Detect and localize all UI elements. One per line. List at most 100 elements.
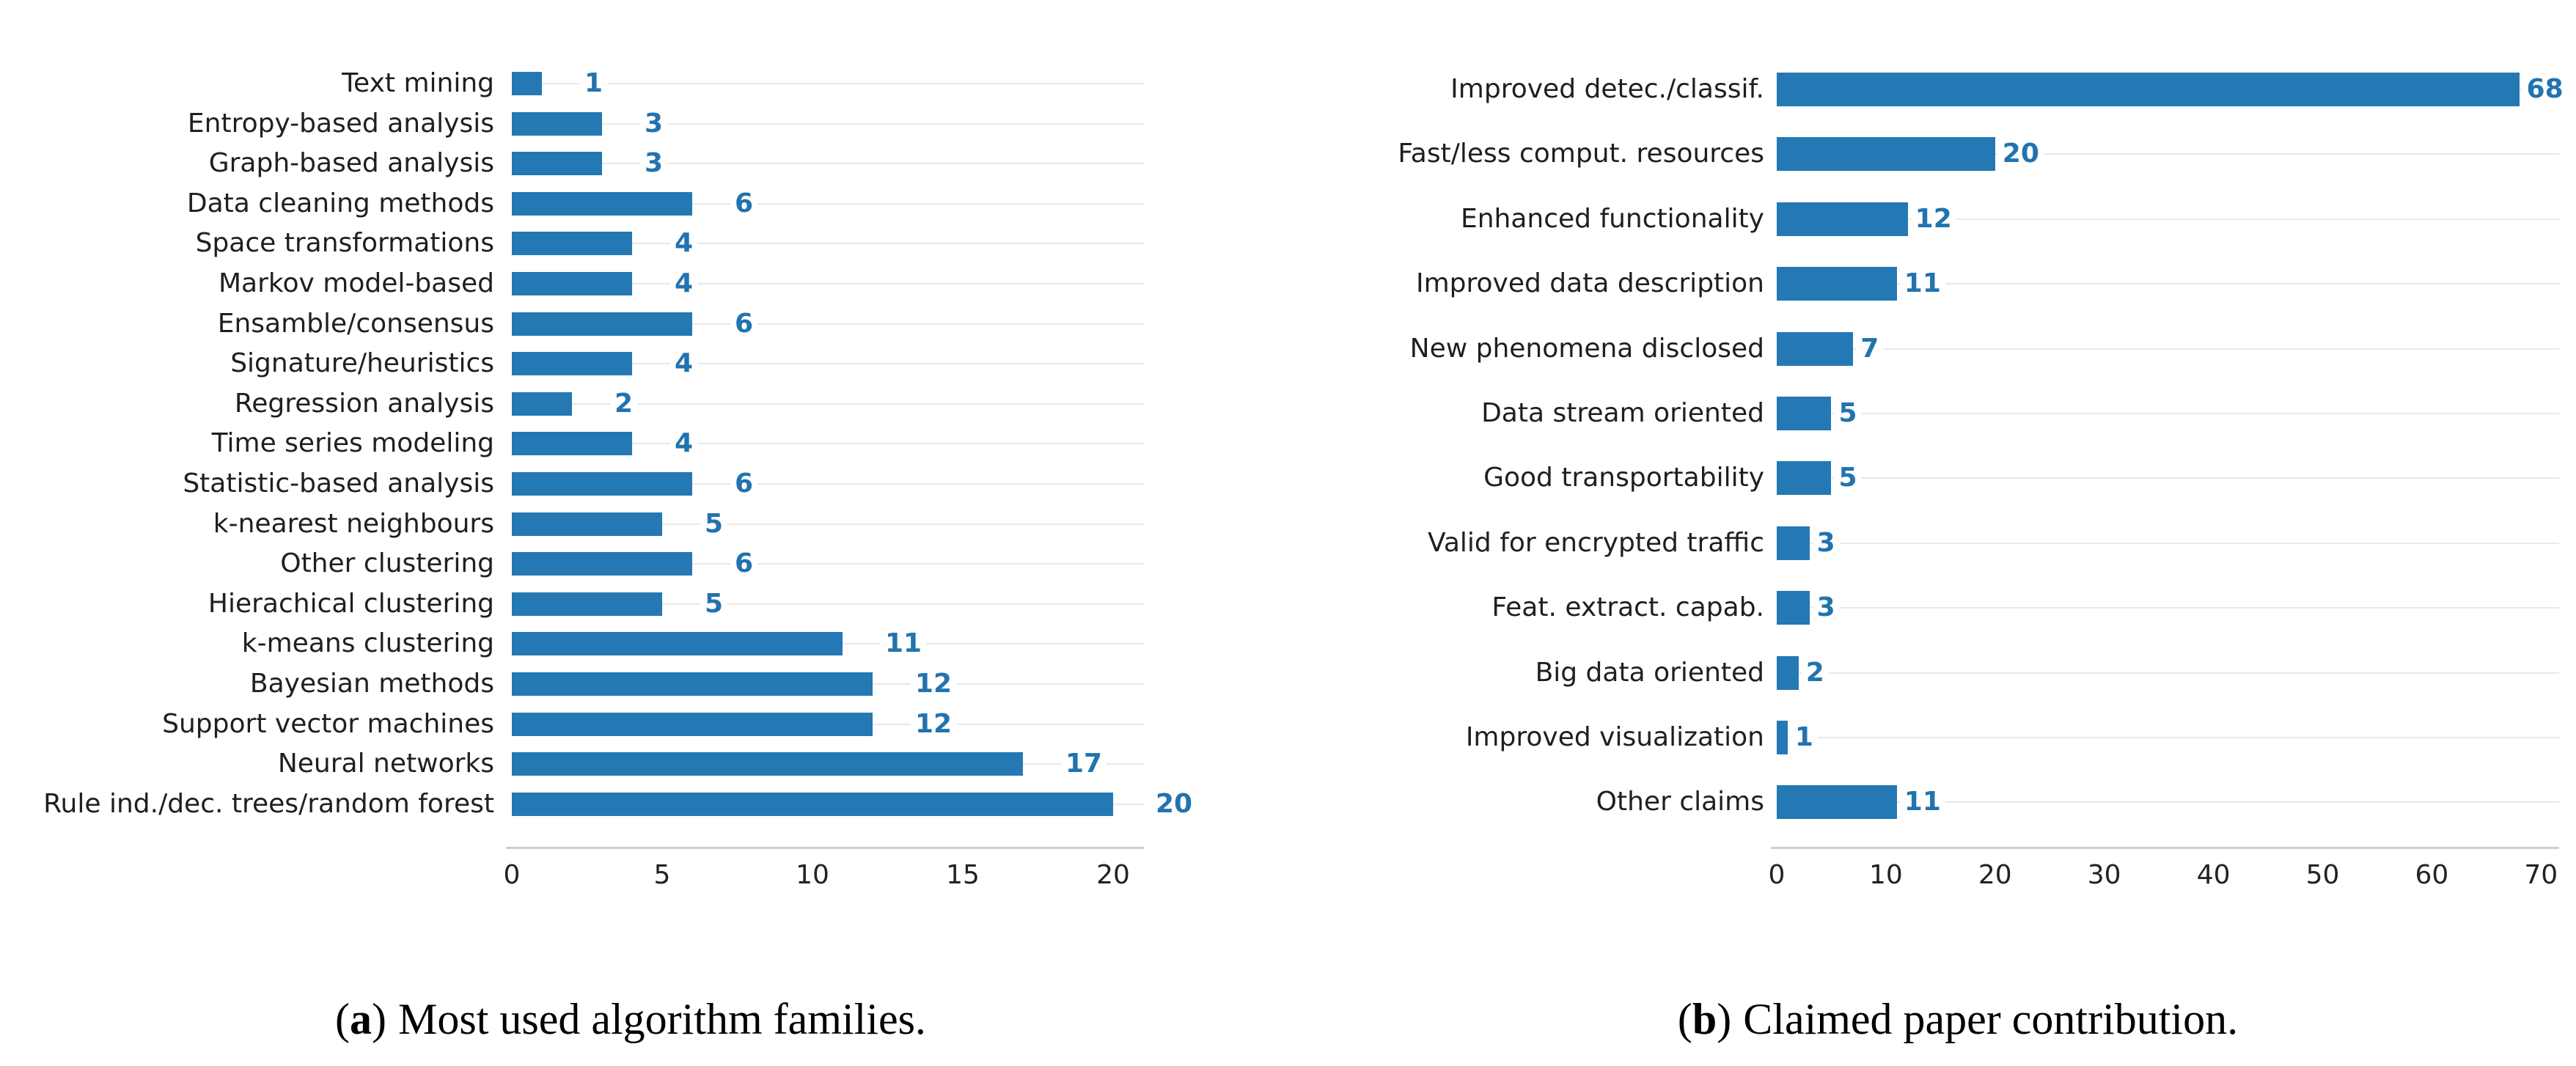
bar [1777,655,1799,690]
value-label: 20 [1151,786,1197,822]
category-label: k-nearest neighbours [213,508,494,539]
row-gridline [512,523,1144,525]
category-label: Regression analysis [234,388,494,419]
row-gridline [512,563,1144,565]
row-gridline [1777,672,2559,674]
category-label: Neural networks [277,749,494,779]
row-gridline [512,363,1144,365]
bar [512,632,843,656]
caption-a-text: Most used algorithm families. [398,995,926,1043]
value-label: 5 [1834,460,1862,496]
value-label: 11 [1899,266,1945,302]
category-label: Valid for encrypted traffic [1428,527,1764,558]
row-gridline [512,603,1144,605]
x-axis-tick-label: 0 [1768,860,1786,890]
caption-a: (a) Most used algorithm families. [29,988,1232,1050]
bar [1777,721,1788,754]
value-label: 7 [1856,331,1884,367]
category-label: Other claims [1596,787,1764,817]
bar [512,752,1023,776]
x-axis-tick-label: 70 [2524,860,2558,890]
x-axis-tick-label: 20 [1096,860,1130,890]
bar [512,191,692,216]
row-gridline [512,323,1144,325]
bar [512,792,1113,816]
value-label: 6 [730,466,758,501]
category-label: Signature/heuristics [230,348,494,379]
category-label: Good transportability [1483,463,1764,493]
category-label: Big data oriented [1535,657,1764,688]
row-gridline [1777,801,2559,804]
value-label: 20 [1997,136,2044,172]
category-label: Fast/less comput. resources [1398,139,1764,169]
row-gridline [512,283,1144,284]
bar [512,552,692,576]
category-label: Rule ind./dec. trees/random forest [43,788,494,819]
category-label: Data stream oriented [1481,398,1764,428]
caption-a-paren-open: ( [335,995,351,1043]
bar [1777,526,1810,560]
row-gridline [1777,477,2559,479]
x-axis-line [1771,847,2559,849]
caption-b: (b) Claimed paper contribution. [1364,988,2552,1050]
value-label: 4 [670,346,698,382]
category-label: k-means clustering [241,628,494,659]
bar [512,432,632,456]
bar [512,72,542,95]
value-label: 12 [1910,201,1956,237]
x-axis-tick-label: 20 [1978,860,2012,890]
row-gridline [1777,283,2559,285]
category-label: Text mining [342,68,494,98]
caption-b-letter: b [1692,995,1717,1043]
row-gridline [1777,607,2559,609]
bar [1777,202,1908,236]
row-gridline [512,122,1144,125]
x-axis-tick-label: 5 [653,860,671,890]
bar [512,232,632,256]
value-label: 68 [2522,72,2568,107]
category-label: Enhanced functionality [1460,203,1764,234]
bar [512,512,662,536]
bar [512,352,632,376]
x-axis-tick-label: 60 [2415,860,2449,890]
category-label: Improved visualization [1465,722,1764,752]
value-label: 11 [881,626,927,662]
caption-a-paren-close: ) [372,995,387,1043]
bar [1777,137,1995,172]
row-gridline [1777,737,2559,738]
bar [512,272,632,295]
row-gridline [1777,153,2559,155]
bar [1777,397,1832,430]
row-gridline [512,243,1144,245]
value-label: 12 [911,706,957,742]
row-gridline [1777,542,2559,544]
category-label: Bayesian methods [249,669,494,699]
category-label: Statistic-based analysis [183,468,494,499]
value-label: 3 [640,106,668,141]
category-label: Improved detec./classif. [1450,74,1764,104]
value-label: 3 [1812,590,1840,626]
value-label: 5 [700,586,728,622]
bar [1777,591,1810,625]
bar [512,152,602,176]
category-label: Hierachical clustering [208,588,494,619]
x-axis-tick-label: 40 [2196,860,2231,890]
bar [512,712,873,736]
row-gridline [512,83,1144,84]
value-label: 4 [670,226,698,262]
category-label: Graph-based analysis [208,148,494,179]
row-gridline [512,163,1144,165]
row-gridline [512,202,1144,205]
category-label: Space transformations [195,228,494,259]
value-label: 3 [640,146,668,182]
category-label: Other clustering [280,548,494,579]
value-label: 12 [911,666,957,702]
category-label: New phenomena disclosed [1409,333,1764,364]
x-axis-tick-label: 30 [2087,860,2121,890]
category-label: Data cleaning methods [186,188,494,218]
category-label: Improved data description [1415,268,1764,299]
row-gridline [512,402,1144,405]
bar [512,392,572,416]
caption-a-letter: a [350,995,373,1043]
